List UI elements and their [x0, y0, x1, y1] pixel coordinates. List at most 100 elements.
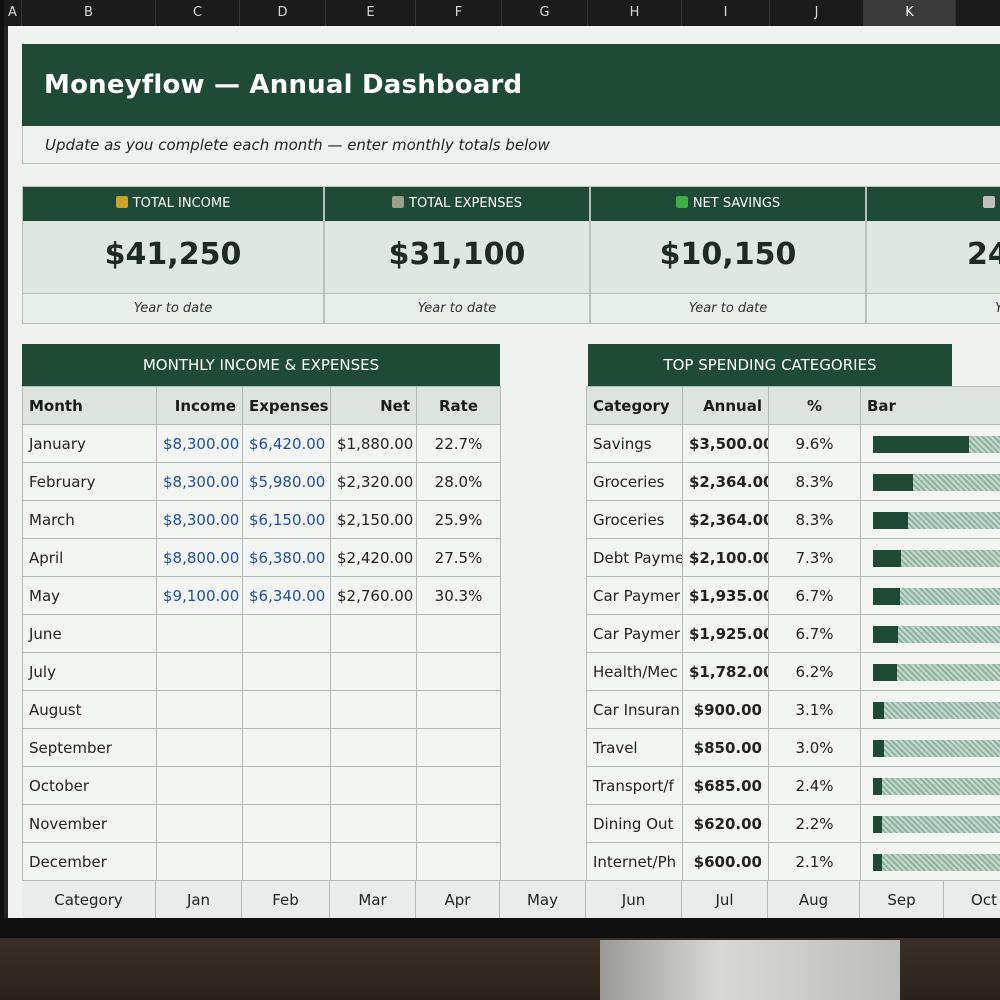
expenses-cell[interactable] [242, 766, 331, 805]
annual-cell[interactable]: $3,500.00 [682, 424, 769, 463]
month-cell[interactable]: March [22, 500, 157, 539]
month-cell[interactable]: September [22, 728, 157, 767]
column-category[interactable]: Category [586, 386, 683, 425]
category-cell[interactable]: Dining Out [586, 804, 683, 843]
kpi-card-total-expenses[interactable]: TOTAL EXPENSES $31,100 Year to date [324, 186, 590, 324]
month-cell[interactable]: August [22, 690, 157, 729]
net-cell[interactable] [330, 690, 417, 729]
column-header-d[interactable]: D [240, 0, 326, 26]
expenses-cell[interactable] [242, 652, 331, 691]
expenses-cell[interactable] [242, 804, 331, 843]
month-cell[interactable]: May [22, 576, 157, 615]
net-cell[interactable] [330, 804, 417, 843]
category-cell[interactable]: Groceries [586, 500, 683, 539]
bar-cell[interactable] [860, 500, 1000, 539]
income-cell[interactable]: $8,300.00 [156, 424, 243, 463]
column-header-e[interactable]: E [326, 0, 416, 26]
bottom-cell[interactable]: Mar [330, 881, 416, 918]
income-cell[interactable] [156, 614, 243, 653]
annual-cell[interactable]: $2,364.00 [682, 462, 769, 501]
column-header-i[interactable]: I [682, 0, 770, 26]
income-cell[interactable]: $8,300.00 [156, 462, 243, 501]
expenses-cell[interactable]: $6,380.00 [242, 538, 331, 577]
column-header-a[interactable]: A [4, 0, 22, 26]
category-cell[interactable]: Car Paymer [586, 614, 683, 653]
bar-cell[interactable] [860, 538, 1000, 577]
kpi-card-net-savings[interactable]: NET SAVINGS $10,150 Year to date [590, 186, 866, 324]
income-cell[interactable]: $9,100.00 [156, 576, 243, 615]
bar-cell[interactable] [860, 652, 1000, 691]
annual-cell[interactable]: $1,935.00 [682, 576, 769, 615]
expenses-cell[interactable] [242, 728, 331, 767]
expenses-cell[interactable]: $6,150.00 [242, 500, 331, 539]
bottom-cell[interactable]: Oct [971, 891, 997, 909]
month-cell[interactable]: February [22, 462, 157, 501]
rate-cell[interactable]: 28.0% [416, 462, 501, 501]
column-income[interactable]: Income [156, 386, 243, 425]
net-cell[interactable] [330, 842, 417, 881]
net-cell[interactable]: $1,880.00 [330, 424, 417, 463]
column-header-b[interactable]: B [22, 0, 156, 26]
income-cell[interactable]: $8,800.00 [156, 538, 243, 577]
category-cell[interactable]: Car Insuran [586, 690, 683, 729]
annual-cell[interactable]: $620.00 [682, 804, 769, 843]
expenses-cell[interactable] [242, 614, 331, 653]
dashboard-subtitle-bar[interactable]: Update as you complete each month — ente… [22, 126, 1000, 164]
percent-cell[interactable]: 3.1% [768, 690, 861, 729]
month-cell[interactable]: April [22, 538, 157, 577]
net-cell[interactable]: $2,150.00 [330, 500, 417, 539]
bar-cell[interactable] [860, 614, 1000, 653]
month-cell[interactable]: December [22, 842, 157, 881]
category-cell[interactable]: Car Paymer [586, 576, 683, 615]
annual-cell[interactable]: $900.00 [682, 690, 769, 729]
annual-cell[interactable]: $1,782.00 [682, 652, 769, 691]
bottom-cell[interactable]: Jun [586, 881, 682, 918]
expenses-cell[interactable]: $6,340.00 [242, 576, 331, 615]
annual-cell[interactable]: $1,925.00 [682, 614, 769, 653]
category-cell[interactable]: Groceries [586, 462, 683, 501]
rate-cell[interactable] [416, 728, 501, 767]
rate-cell[interactable] [416, 766, 501, 805]
income-cell[interactable] [156, 842, 243, 881]
column-header-k[interactable]: K [864, 0, 956, 26]
percent-cell[interactable]: 9.6% [768, 424, 861, 463]
percent-cell[interactable]: 2.4% [768, 766, 861, 805]
expenses-cell[interactable] [242, 690, 331, 729]
net-cell[interactable]: $2,760.00 [330, 576, 417, 615]
kpi-card-savings-rate[interactable]: S 24 Y [866, 186, 1000, 324]
column-header-g[interactable]: G [502, 0, 588, 26]
category-cell[interactable]: Debt Payme [586, 538, 683, 577]
month-cell[interactable]: January [22, 424, 157, 463]
percent-cell[interactable]: 6.7% [768, 614, 861, 653]
bottom-cell[interactable]: Sep [860, 881, 944, 918]
bottom-cell[interactable]: Aug [768, 881, 860, 918]
income-cell[interactable]: $8,300.00 [156, 500, 243, 539]
bottom-cell[interactable]: May [500, 881, 586, 918]
bar-cell[interactable] [860, 462, 1000, 501]
rate-cell[interactable] [416, 652, 501, 691]
kpi-card-total-income[interactable]: TOTAL INCOME $41,250 Year to date [22, 186, 324, 324]
annual-cell[interactable]: $685.00 [682, 766, 769, 805]
percent-cell[interactable]: 8.3% [768, 462, 861, 501]
rate-cell[interactable]: 22.7% [416, 424, 501, 463]
bar-cell[interactable] [860, 804, 1000, 843]
percent-cell[interactable]: 3.0% [768, 728, 861, 767]
net-cell[interactable] [330, 728, 417, 767]
rate-cell[interactable]: 27.5% [416, 538, 501, 577]
bottom-cell[interactable]: Apr [416, 881, 500, 918]
column-rate[interactable]: Rate [416, 386, 501, 425]
annual-cell[interactable]: $850.00 [682, 728, 769, 767]
column-header-f[interactable]: F [416, 0, 502, 26]
bottom-cell[interactable]: Jul [682, 881, 768, 918]
month-cell[interactable]: October [22, 766, 157, 805]
bottom-cell[interactable]: Category [22, 881, 156, 918]
annual-cell[interactable]: $2,364.00 [682, 500, 769, 539]
column-net[interactable]: Net [330, 386, 417, 425]
month-cell[interactable]: June [22, 614, 157, 653]
month-cell[interactable]: November [22, 804, 157, 843]
column-annual[interactable]: Annual [682, 386, 769, 425]
expenses-cell[interactable] [242, 842, 331, 881]
category-cell[interactable]: Transport/f [586, 766, 683, 805]
rate-cell[interactable]: 30.3% [416, 576, 501, 615]
category-cell[interactable]: Health/Mec [586, 652, 683, 691]
